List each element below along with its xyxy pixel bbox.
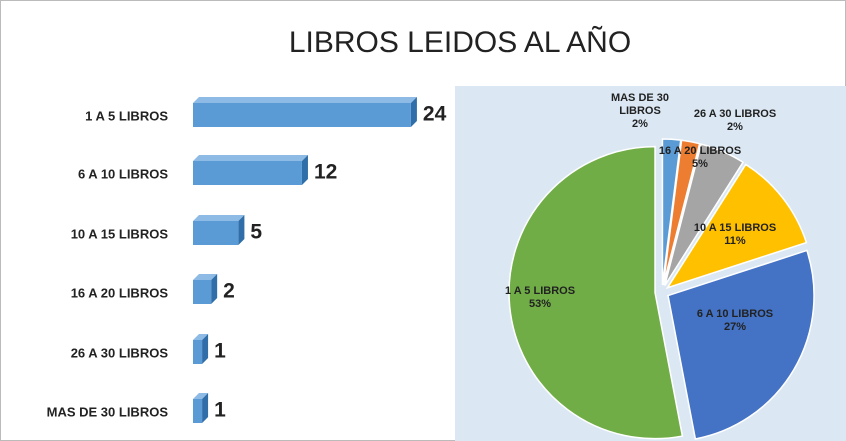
bar — [193, 399, 203, 423]
bar-top — [193, 97, 417, 103]
pie-label: 26 A 30 LIBROS 2% — [690, 108, 780, 134]
pie-slice — [664, 143, 745, 286]
bar-top — [193, 334, 209, 340]
pie-label: 6 A 10 LIBROS 27% — [690, 308, 780, 334]
bar — [193, 280, 212, 304]
bar-top — [193, 393, 209, 399]
bar — [193, 103, 411, 127]
value-label: 24 — [423, 103, 447, 126]
pie-slice — [667, 249, 815, 440]
bar-top — [193, 215, 245, 221]
pie-label-name: 26 A 30 LIBROS — [693, 108, 777, 120]
bar-side — [238, 215, 245, 245]
category-label: 1 A 5 LIBROS — [85, 108, 168, 123]
bar — [193, 221, 239, 245]
bar-side — [202, 334, 209, 364]
pie-label: 10 A 15 LIBROS 11% — [690, 222, 780, 248]
pie-label-name: 10 A 15 LIBROS — [693, 222, 777, 234]
category-label: 16 A 20 LIBROS — [71, 285, 169, 300]
pie-slice — [662, 139, 701, 286]
bar-top — [193, 155, 308, 161]
pie-label-value: 2% — [727, 121, 743, 133]
pie-label: 1 A 5 LIBROS 53% — [495, 285, 585, 311]
pie-label-value: 11% — [724, 235, 746, 247]
value-label: 1 — [214, 399, 226, 422]
pie-slice — [665, 163, 808, 290]
pie-label-name: MAS DE 30 LIBROS — [610, 92, 670, 117]
pie-label-value: 5% — [692, 158, 708, 170]
pie-label-value: 2% — [632, 118, 648, 130]
chart-title: LIBROS LEIDOS AL AÑO — [289, 25, 631, 59]
bar-side — [202, 393, 209, 423]
pie-label-name: 16 A 20 LIBROS — [658, 145, 742, 157]
pie-label: MAS DE 30 LIBROS 2% — [595, 92, 685, 131]
pie-slice — [508, 145, 684, 440]
value-label: 1 — [214, 340, 226, 363]
category-label: MAS DE 30 LIBROS — [47, 404, 169, 419]
value-label: 2 — [223, 280, 235, 303]
bar — [193, 340, 203, 364]
category-label: 6 A 10 LIBROS — [78, 166, 168, 181]
category-label: 10 A 15 LIBROS — [71, 226, 169, 241]
bar-side — [301, 155, 308, 185]
category-label: 26 A 30 LIBROS — [71, 345, 169, 360]
pie-label-value: 53% — [528, 298, 552, 310]
pie-label-name: 1 A 5 LIBROS — [504, 285, 576, 297]
pie-slice — [661, 138, 682, 286]
pie-label-value: 27% — [723, 321, 747, 333]
bar — [193, 161, 302, 185]
bar-side — [410, 97, 417, 127]
pie-label: 16 A 20 LIBROS 5% — [655, 145, 745, 171]
value-label: 5 — [250, 221, 262, 244]
pie-label-name: 6 A 10 LIBROS — [696, 308, 774, 320]
bar-side — [211, 274, 218, 304]
value-label: 12 — [314, 161, 337, 184]
bar-top — [193, 274, 218, 280]
